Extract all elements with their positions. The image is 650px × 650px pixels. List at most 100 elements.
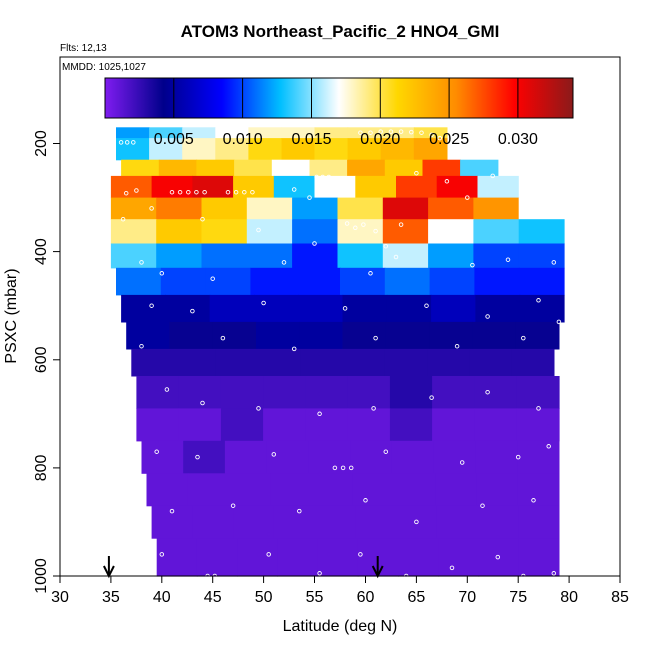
sample-point [194,189,199,195]
sample-point [419,130,424,135]
heatmap-cell [212,321,257,350]
heatmap-cell [250,267,296,296]
heatmap-cell [187,473,230,507]
sample-point [393,254,399,260]
heatmap-cell [428,243,474,269]
heatmap-cell [246,243,293,269]
sample-point [297,508,302,514]
heatmap-cell [342,348,386,377]
heatmap-cell [518,197,565,220]
x-axis-label: Latitude (deg N) [283,618,398,635]
heatmap-cell [281,127,316,139]
sample-point [186,189,191,195]
sample-point [120,216,126,222]
sample-point [256,406,261,411]
heatmap-cell [432,376,475,409]
heatmap-cell [435,473,477,507]
sample-point [271,452,277,457]
heatmap-cell [156,243,203,269]
sample-point [495,554,501,560]
heatmap-cell [438,538,480,577]
heatmap-cell [517,473,560,507]
heatmap-cell [110,175,153,199]
sample-point [368,130,373,135]
heatmap-cell [428,219,474,245]
sample-point [134,188,139,193]
heatmap-cell [156,219,203,245]
heatmap-cell [220,408,264,442]
sample-point [124,140,130,145]
heatmap-cell [396,505,438,539]
dates-label: MMDD: 1025,1027 [62,62,146,73]
x-tick-label: 30 [51,589,69,606]
heatmap-cell [382,219,429,245]
heatmap-cell [248,138,283,161]
heatmap-cell [110,197,157,220]
y-tick-label: 800 [33,454,50,481]
heatmap-cell [263,408,306,442]
heatmap-cell [337,219,384,245]
sample-point [348,465,354,471]
sample-point [314,174,319,180]
heatmap-cell [477,505,519,539]
heatmap-cell [209,294,255,323]
heatmap-cell [314,175,356,199]
heatmap-cell [136,408,180,442]
heatmap-cell [477,175,519,199]
heatmap-cell [201,219,248,245]
heatmap-cell [220,376,264,409]
sample-point [465,195,470,200]
heatmap-cell [314,127,349,139]
sample-point [312,241,317,246]
heatmap-cell [317,538,359,577]
heatmap-cell [305,408,349,442]
heatmap-cell [110,219,157,245]
heatmap-cell [472,321,517,350]
sample-point [434,233,439,238]
sample-point [256,227,261,233]
sample-point [164,387,170,392]
heatmap-cell [246,219,293,245]
sample-point [373,228,378,234]
heatmap-cell [258,348,301,377]
x-tick-label: 50 [255,589,273,606]
heatmap-cell [292,243,338,269]
heatmap-cell [234,159,273,177]
heatmap-cell [224,440,268,474]
sample-point [190,308,195,314]
sample-point [556,319,562,325]
x-tick-label: 35 [102,589,120,606]
sample-point [230,503,236,508]
heatmap-cell [396,175,438,199]
sample-point [368,271,373,276]
heatmap-cell [516,408,560,442]
sample-point [378,129,383,134]
heatmap-cell [248,127,283,139]
heatmap-cell [151,175,193,199]
sample-point [200,216,205,222]
sample-point [169,189,175,195]
axes: 30 35 40 45 50 55 60 65 70 75 80 85 200 400 600 800 1000 [33,130,629,606]
sample-point [118,140,124,145]
heatmap-cell [413,138,448,161]
sample-point [536,406,541,411]
sample-point [353,225,358,231]
heatmap-cell [178,376,222,409]
heatmap-cell [160,267,207,296]
heatmap-cell [432,408,475,442]
heatmap-cell [196,159,235,177]
colorbar-tick-label: 0.010 [223,131,263,148]
heatmap-cell [342,294,388,323]
sample-point [139,343,144,349]
heatmap-cell [518,219,565,245]
heatmap-cell [431,294,476,323]
heatmap-cell [473,219,520,245]
y-axis-label: PSXC (mbar) [3,268,20,363]
sample-point [332,465,338,471]
heatmap-cell [355,175,397,199]
heatmap-cell [300,348,344,377]
heatmap-cell [517,440,560,474]
heatmap-cell [380,127,415,139]
sample-point [250,189,255,195]
